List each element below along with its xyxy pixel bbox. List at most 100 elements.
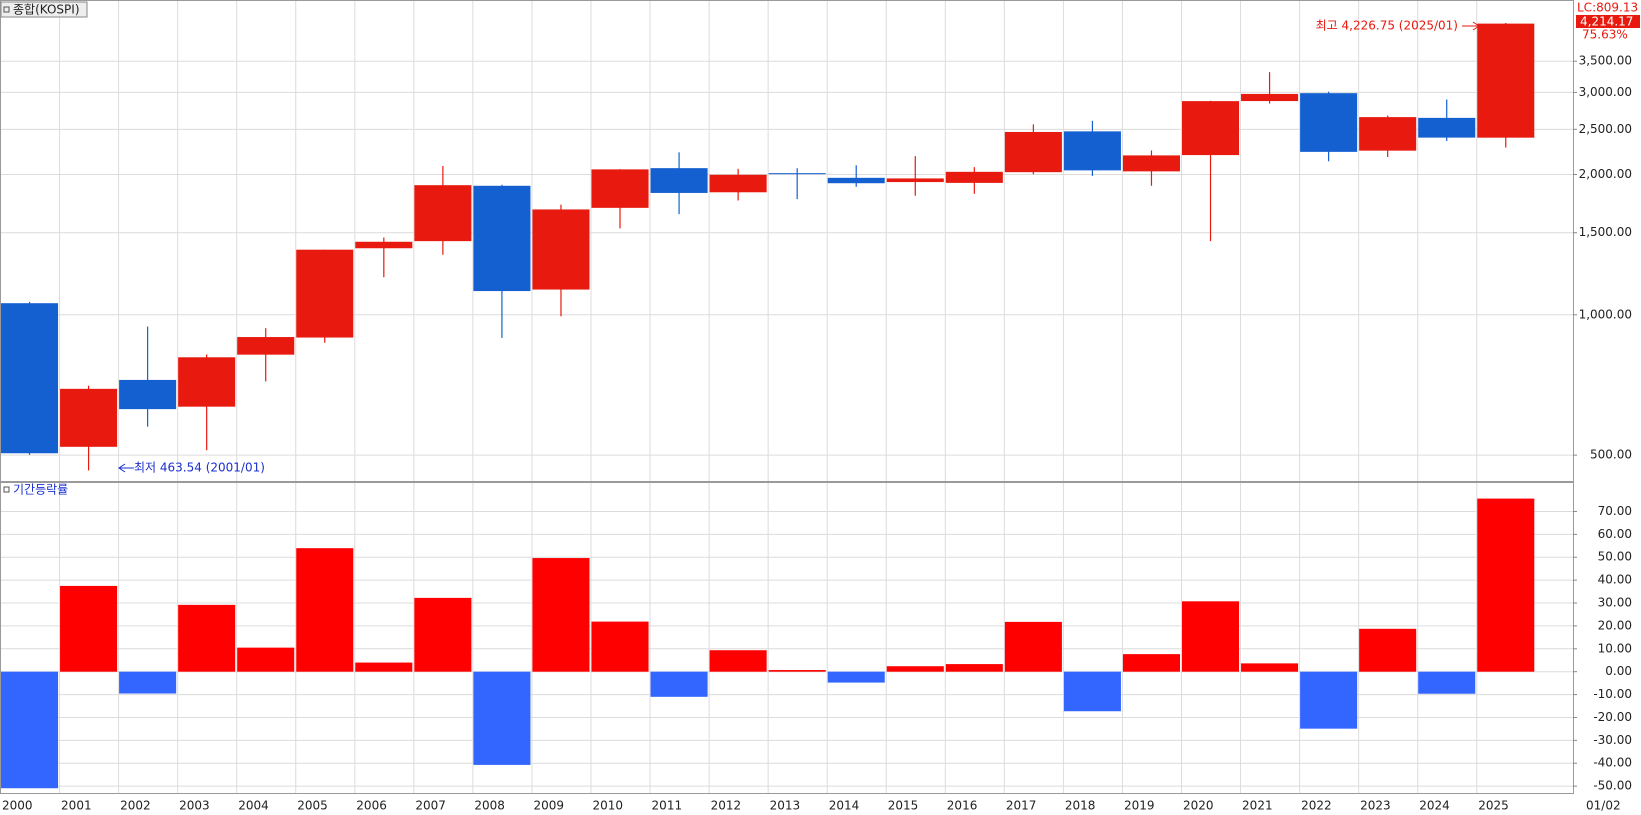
candle-body <box>1359 117 1417 151</box>
candle-body <box>119 379 177 410</box>
y-tick-label: 70.00 <box>1598 504 1632 518</box>
candle-body <box>237 337 295 355</box>
candle-body <box>355 241 413 249</box>
y-tick-label: -40.00 <box>1593 756 1632 770</box>
bar <box>532 558 590 672</box>
y-tick-label: 50.00 <box>1598 550 1632 564</box>
title-box <box>0 1 88 18</box>
x-tick-label: 2023 <box>1360 799 1391 813</box>
y-tick-label: 20.00 <box>1598 618 1632 632</box>
y-tick-label: 1,000.00 <box>1579 307 1632 321</box>
candle-body <box>473 185 531 292</box>
y-tick-label: 40.00 <box>1598 573 1632 587</box>
last-price-label: 4,214.17 <box>1580 15 1633 29</box>
bar <box>1 671 59 789</box>
bar <box>1004 621 1062 672</box>
y-tick-label: 500.00 <box>1590 448 1632 462</box>
y-tick-label: 60.00 <box>1598 527 1632 541</box>
bar <box>1359 628 1417 672</box>
low-annotation: 최저 463.54 (2001/01) <box>134 461 265 475</box>
x-tick-label: 2021 <box>1242 799 1273 813</box>
candle-body <box>1241 93 1299 102</box>
bar <box>1300 671 1358 729</box>
y-tick-label: 10.00 <box>1598 641 1632 655</box>
x-tick-label: 2022 <box>1301 799 1332 813</box>
x-tick-label: 2012 <box>711 799 742 813</box>
title-icon <box>3 6 10 13</box>
lc-label: LC:809.13 <box>1577 1 1638 15</box>
x-tick-label: 2001 <box>61 799 92 813</box>
x-tick-label: 2011 <box>652 799 683 813</box>
x-tick-label: 2019 <box>1124 799 1155 813</box>
bar <box>650 671 708 697</box>
candle-body <box>1477 23 1535 138</box>
x-tick-label: 2013 <box>770 799 801 813</box>
candle-body <box>414 185 472 242</box>
y-tick-label: 3,000.00 <box>1579 85 1632 99</box>
candle-body <box>1122 155 1180 172</box>
candle-body <box>1004 131 1062 173</box>
bar <box>1418 671 1476 694</box>
candle-body <box>1 303 59 454</box>
x-tick-label: 2014 <box>829 799 860 813</box>
x-tick-label: 2024 <box>1419 799 1450 813</box>
candle-body <box>650 168 708 193</box>
candle-body <box>1182 101 1240 156</box>
x-tick-label: 2025 <box>1478 799 1509 813</box>
x-tick-label: 2004 <box>238 799 269 813</box>
high-arrow <box>1462 21 1480 31</box>
change-panel-frame <box>0 482 1574 794</box>
y-tick-label: -30.00 <box>1593 733 1632 747</box>
candle-body <box>945 171 1003 183</box>
price-title: 종합(KOSPI) <box>13 3 80 17</box>
y-tick-label: 0.00 <box>1605 664 1632 678</box>
x-tick-label: 2000 <box>2 799 33 813</box>
bar <box>945 664 1003 672</box>
y-tick-label: 3,500.00 <box>1579 54 1632 68</box>
x-tick-label: 2018 <box>1065 799 1096 813</box>
x-tick-label: 2003 <box>179 799 210 813</box>
x-tick-label: 2008 <box>474 799 505 813</box>
bar <box>296 548 354 672</box>
bar <box>1477 498 1535 672</box>
y-tick-label: 1,500.00 <box>1579 225 1632 239</box>
change-label: 75.63% <box>1582 28 1628 42</box>
bar <box>473 671 531 765</box>
bar <box>119 671 177 694</box>
bar <box>827 671 885 683</box>
x-tick-label: 2006 <box>356 799 387 813</box>
x-tick-label: 2017 <box>1006 799 1037 813</box>
x-tick-label: 2002 <box>120 799 151 813</box>
bar <box>591 621 649 672</box>
x-tick-label: 2005 <box>297 799 328 813</box>
x-tick-label: 2009 <box>533 799 564 813</box>
bar <box>60 585 118 672</box>
y-tick-label: 2,500.00 <box>1579 122 1632 136</box>
y-tick-label: 30.00 <box>1598 596 1632 610</box>
high-annotation: 최고 4,226.75 (2025/01) <box>1316 19 1458 33</box>
grid-layer <box>0 0 1573 793</box>
x-end-label: 01/02 <box>1586 799 1621 813</box>
candle-body <box>886 178 944 183</box>
candle-body <box>591 169 649 208</box>
bar <box>709 650 767 672</box>
candle-body <box>1063 131 1121 171</box>
bar <box>1063 671 1121 712</box>
bar <box>178 604 236 672</box>
x-tick-label: 2007 <box>415 799 446 813</box>
candle-body <box>296 249 354 338</box>
y-tick-label: -10.00 <box>1593 687 1632 701</box>
bar <box>414 597 472 672</box>
candle-body <box>827 177 885 184</box>
candle-body <box>1418 117 1476 138</box>
change-title: 기간등락률 <box>13 483 68 497</box>
bar <box>886 666 944 672</box>
x-tick-label: 2020 <box>1183 799 1214 813</box>
bar <box>355 662 413 672</box>
bar <box>237 647 295 672</box>
last-price-box <box>1576 15 1640 28</box>
y-tick-label: -20.00 <box>1593 710 1632 724</box>
candle-body <box>1300 93 1358 152</box>
bar <box>1182 601 1240 672</box>
